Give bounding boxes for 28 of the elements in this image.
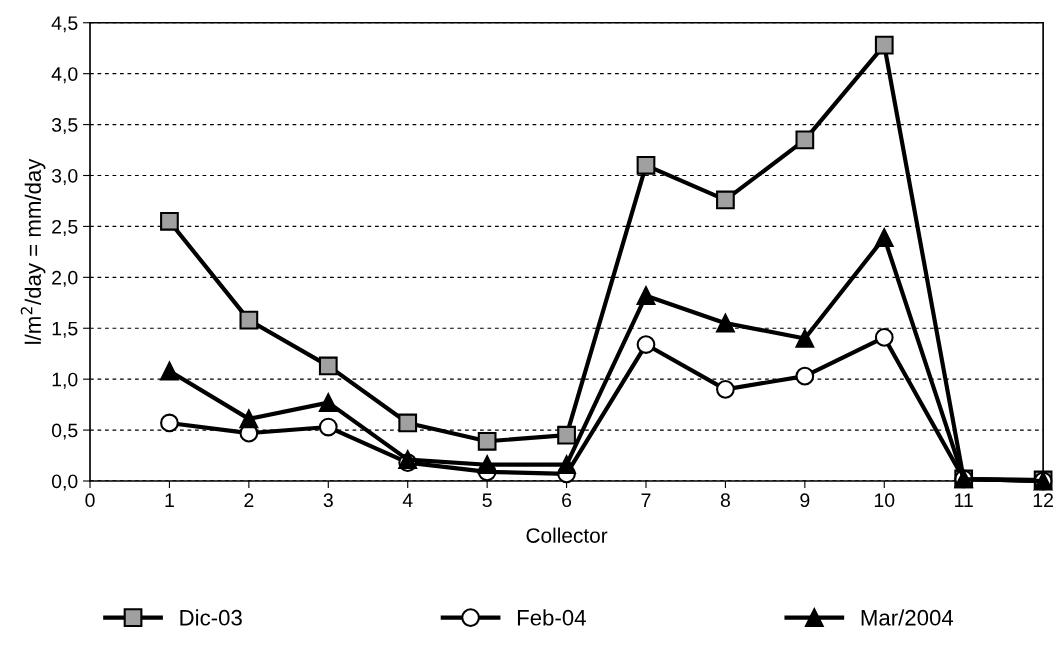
- legend-label: Feb-04: [517, 609, 586, 626]
- x-tick-label: 11: [955, 493, 973, 507]
- legend-label: Mar/2004: [861, 609, 954, 626]
- y-axis-title: l/m$^{2}$/day = mm/day: [20, 158, 46, 344]
- x-tick-label: 6: [562, 493, 572, 508]
- x-tick-label: 9: [800, 493, 810, 508]
- x-tick-label: 3: [323, 493, 333, 508]
- x-tick-label: 10: [874, 493, 895, 508]
- x-tick-label: 5: [482, 493, 492, 508]
- y-tick-label: 1,5: [52, 321, 78, 338]
- x-tick-label: 2: [244, 493, 254, 507]
- y-tick-label: 2,0: [52, 270, 78, 287]
- x-tick-label: 12: [1033, 493, 1053, 507]
- y-tick-label: 4,0: [51, 67, 78, 84]
- y-tick-label: 3,5: [51, 118, 78, 135]
- y-tick-label: 3,0: [51, 168, 78, 186]
- x-axis-title: Collector: [526, 527, 608, 543]
- x-tick-label: 1: [165, 493, 174, 507]
- y-tick-label: 2,5: [52, 219, 78, 236]
- y-tick-label: 0,0: [51, 474, 78, 491]
- x-tick-label: 4: [402, 493, 413, 507]
- y-tick-label: 4,5: [51, 16, 78, 33]
- x-tick-label: 0: [85, 493, 95, 508]
- x-tick-label: 8: [720, 493, 730, 508]
- y-tick-label: 1,0: [52, 372, 78, 389]
- legend-label: Dic-03: [180, 609, 242, 626]
- x-tick-label: 7: [641, 493, 651, 507]
- y-tick-label: 0,5: [51, 423, 78, 440]
